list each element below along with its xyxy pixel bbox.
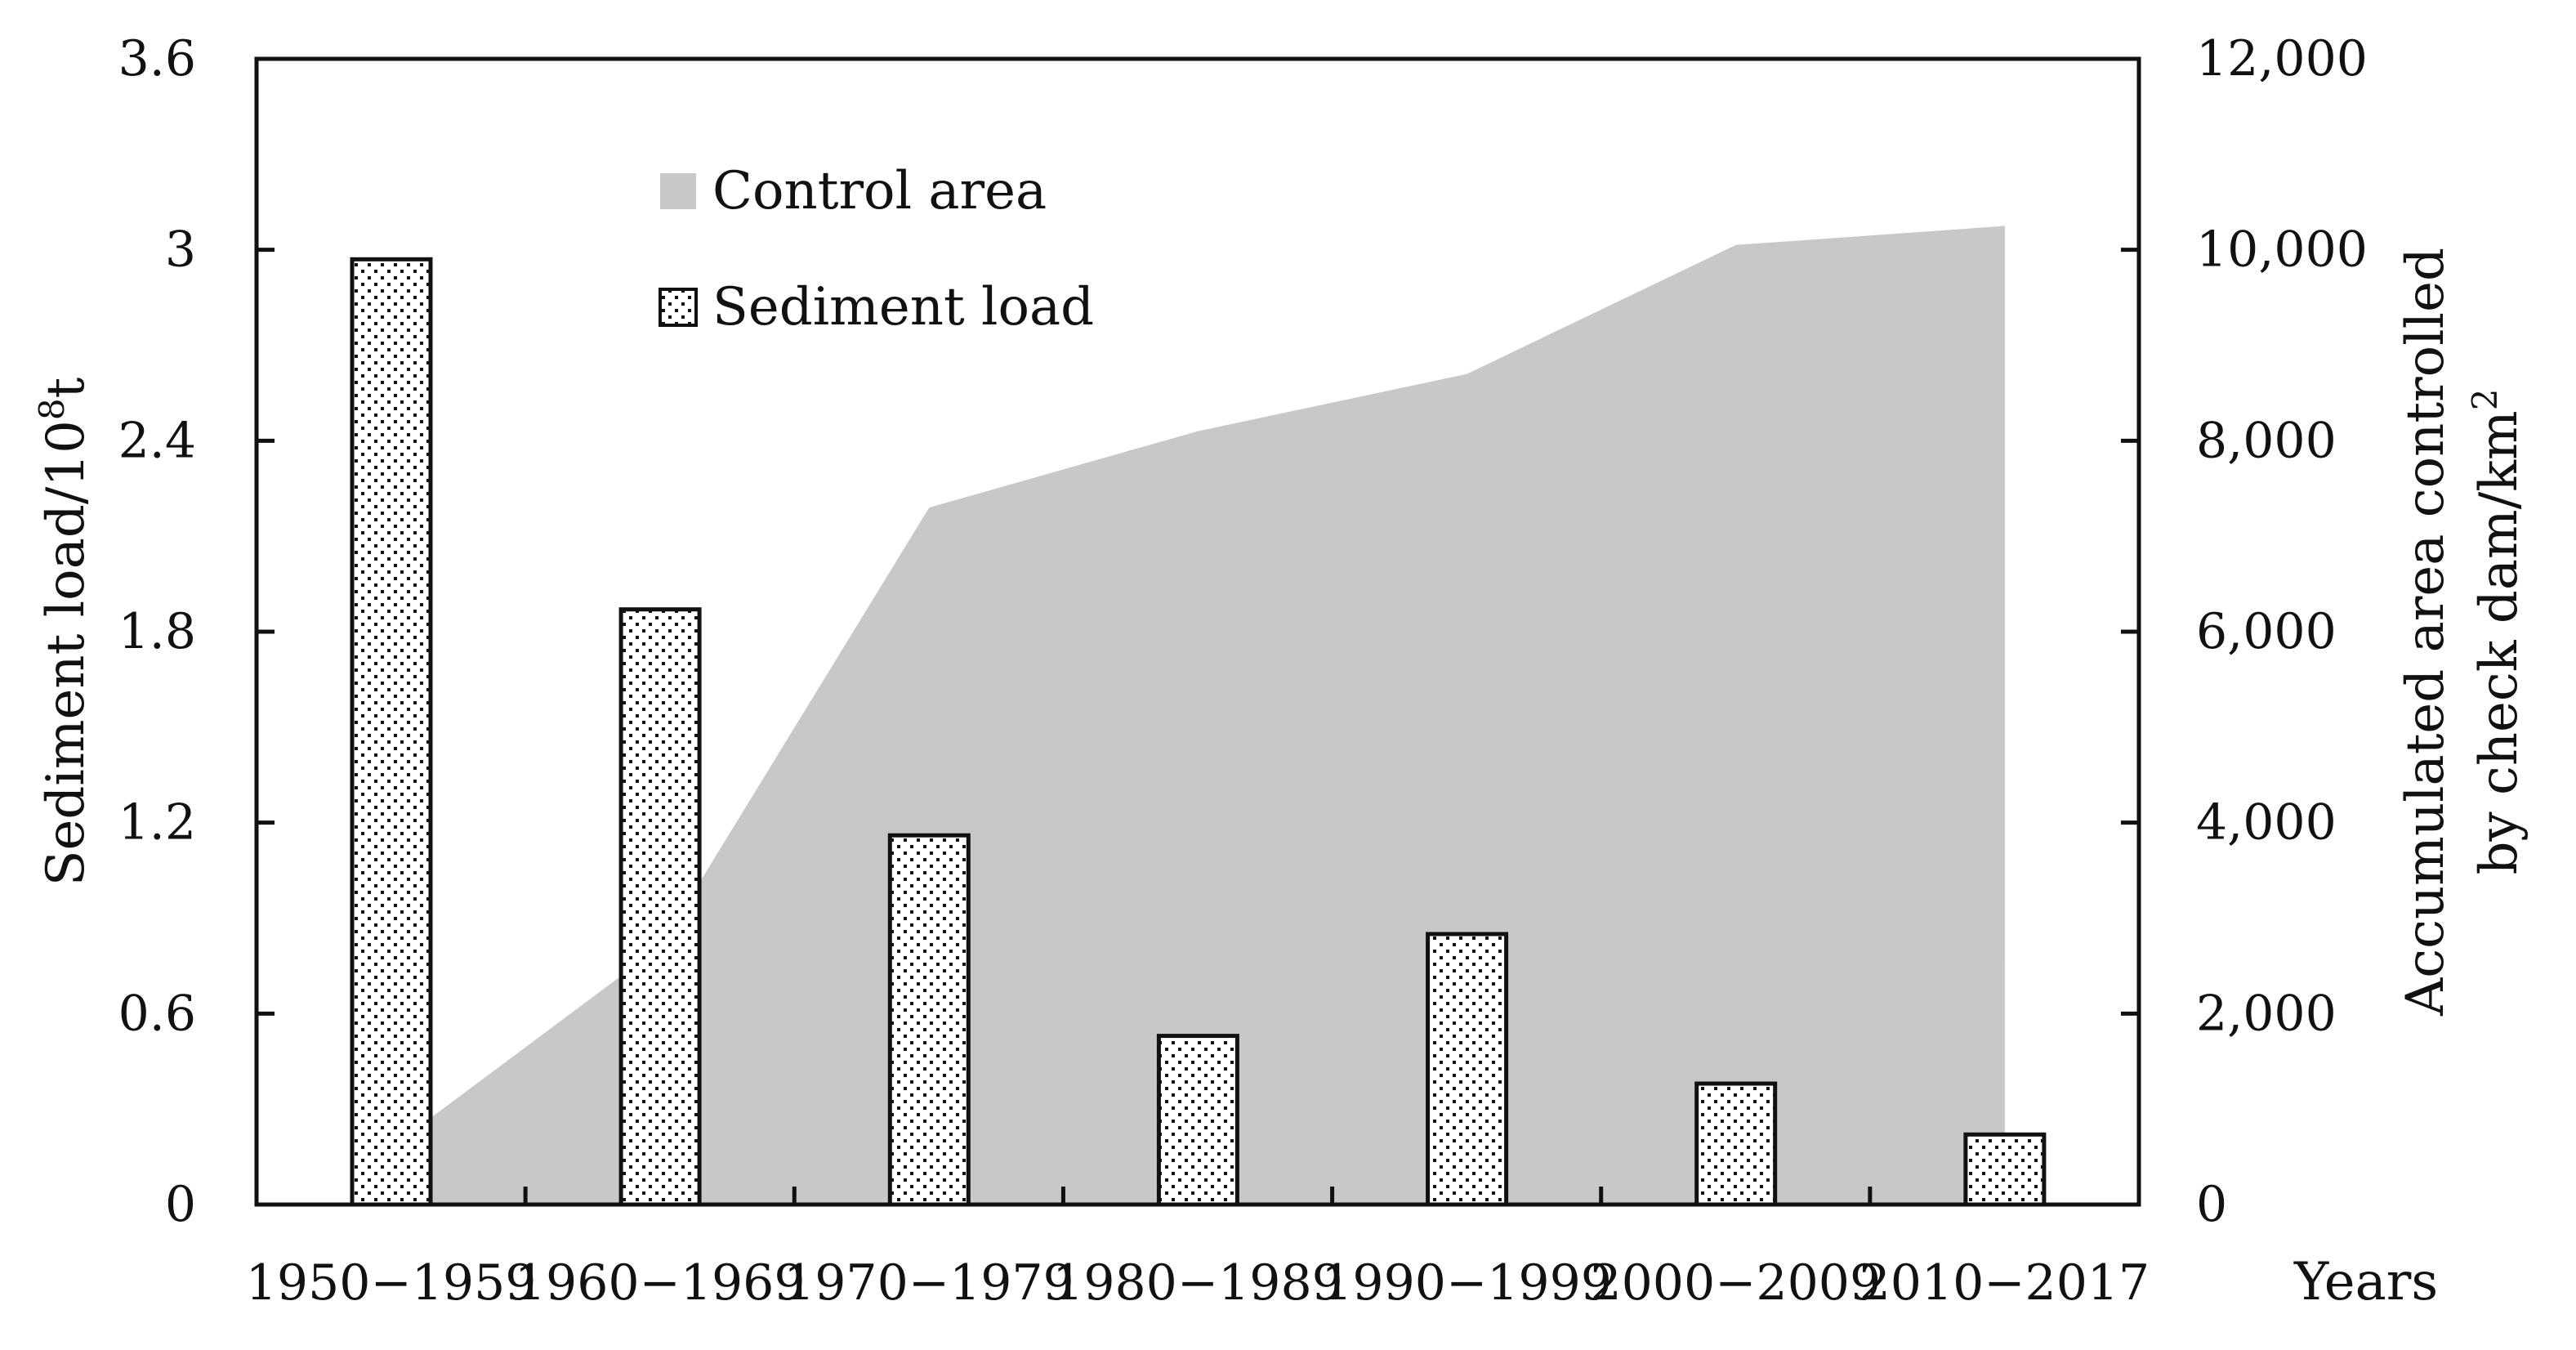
left-tick-label: 2.4 [118, 412, 196, 469]
bar-1960-1969 [618, 607, 702, 1207]
tick-layer [257, 56, 2139, 1207]
legend-label-control-area: Control area [712, 161, 1047, 221]
category-label-1960-1969: 1960−1969 [515, 1254, 806, 1312]
y-axis-title-right-line2: by check dam/km2 [2465, 389, 2529, 875]
y-axis-title-left-sup: 8 [32, 398, 72, 420]
legend-swatch-sediment-load [659, 288, 698, 327]
left-tick-label: 3 [165, 221, 196, 279]
y-axis-title-left-suffix: t [36, 377, 96, 398]
legend: Control area Sediment load [659, 161, 1094, 338]
right-tick-label: 0 [2196, 1176, 2227, 1233]
bar-1950-1959 [350, 257, 433, 1207]
category-label-1970-1979: 1970−1979 [784, 1254, 1074, 1312]
category-label-1990-1999: 1990−1999 [1321, 1254, 1612, 1312]
left-tick-label: 1.8 [118, 603, 196, 660]
category-label-1950-1959: 1950−1959 [246, 1254, 537, 1312]
right-tick-label: 10,000 [2196, 221, 2368, 279]
y-axis-title-left: Sediment load/108t [32, 377, 96, 886]
bar-1970-1979 [887, 833, 971, 1207]
bar-1980-1989 [1156, 1034, 1239, 1207]
category-label-2000-2009: 2000−2009 [1590, 1254, 1881, 1312]
right-tick-label: 6,000 [2196, 603, 2337, 660]
y-axis-title-right-line1: Accumulated area controlled [2395, 248, 2456, 1017]
right-tick-label: 4,000 [2196, 794, 2337, 852]
legend-label-sediment-load: Sediment load [712, 277, 1094, 338]
left-tick-label: 0 [165, 1176, 196, 1233]
left-tick-labels: 0 0.6 1.2 1.8 2.4 3 3.6 [118, 30, 196, 1233]
left-tick-label: 3.6 [118, 30, 196, 87]
right-tick-label: 12,000 [2196, 30, 2368, 87]
left-tick-label: 0.6 [118, 985, 196, 1042]
right-tick-label: 2,000 [2196, 985, 2337, 1042]
y-axis-title-left-main: Sediment load/10 [36, 420, 96, 886]
bar-2000-2009 [1694, 1081, 1778, 1207]
legend-swatch-control-area [660, 173, 696, 209]
y-axis-title-right-line2-main: by check dam/km [2469, 410, 2529, 874]
right-tick-label: 8,000 [2196, 412, 2337, 469]
left-tick-label: 1.2 [118, 794, 196, 852]
category-label-1980-1989: 1980−1989 [1052, 1254, 1343, 1312]
bar-1990-1999 [1426, 932, 1509, 1207]
category-labels: 1950−19591960−19691970−19791980−19891990… [246, 1254, 2150, 1312]
area-control-area [391, 226, 2005, 1205]
area-layer [391, 226, 2005, 1205]
x-axis-title: Years [2293, 1252, 2438, 1312]
bar-2010-2017 [1963, 1132, 2047, 1207]
category-label-2010-2017: 2010−2017 [1859, 1254, 2150, 1312]
right-tick-labels: 0 2,000 4,000 6,000 8,000 10,000 12,000 [2196, 30, 2368, 1233]
y-axis-title-right-line2-sup: 2 [2465, 389, 2505, 411]
